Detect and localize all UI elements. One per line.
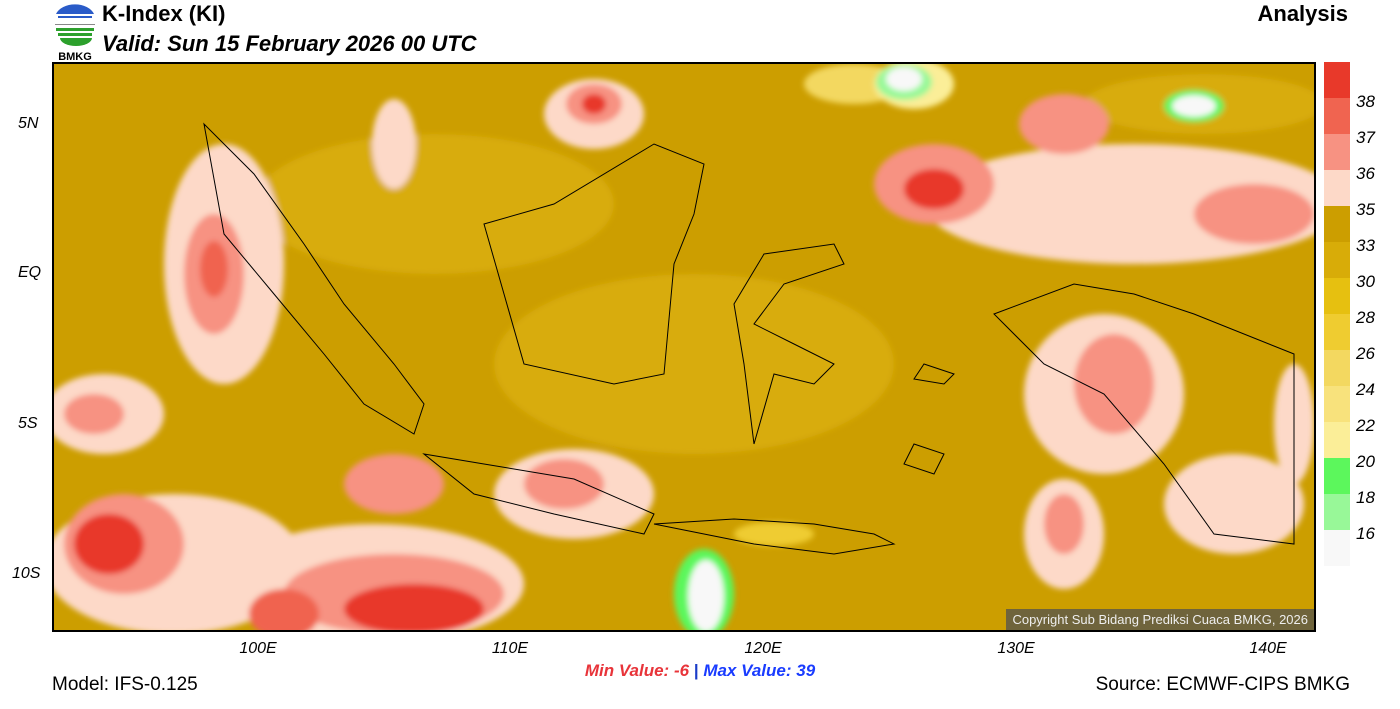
- k-index-map: [52, 62, 1316, 632]
- legend-swatch: [1324, 494, 1350, 530]
- lon-label: 100E: [239, 640, 277, 657]
- legend-level: 24: [1356, 380, 1375, 399]
- legend-level: 30: [1356, 272, 1375, 291]
- legend-swatch: [1324, 350, 1350, 386]
- lat-label: 5S: [18, 415, 38, 432]
- svg-text:BMKG: BMKG: [58, 51, 92, 62]
- legend-level: 33: [1356, 236, 1375, 255]
- legend-swatch: [1324, 386, 1350, 422]
- min-label: Min Value:: [584, 661, 670, 680]
- product-type: Analysis: [1257, 1, 1349, 26]
- legend-level: 37: [1356, 128, 1375, 147]
- max-value: 39: [796, 661, 816, 680]
- legend-swatch: [1324, 62, 1350, 98]
- source-info: Source: ECMWF-CIPS BMKG: [1095, 674, 1350, 695]
- legend-swatch: [1324, 134, 1350, 170]
- legend-swatch: [1324, 98, 1350, 134]
- lat-label: 5N: [18, 115, 39, 132]
- lat-label: 10S: [12, 565, 41, 582]
- legend-level: 35: [1356, 200, 1375, 219]
- model-info: Model: IFS-0.125: [52, 674, 198, 695]
- min-max-values: Min Value: -6 | Max Value: 39: [0, 661, 1400, 681]
- legend-level: 28: [1356, 308, 1375, 327]
- copyright: Copyright Sub Bidang Prediksi Cuaca BMKG…: [1006, 609, 1314, 630]
- color-legend: [1324, 62, 1350, 566]
- legend-level: 16: [1356, 524, 1375, 543]
- max-label: Max Value:: [703, 661, 792, 680]
- separator: |: [693, 661, 699, 680]
- min-value: -6: [673, 661, 690, 680]
- legend-swatch: [1324, 458, 1350, 494]
- chart-title: K-Index (KI): [102, 1, 226, 26]
- legend-swatch: [1324, 170, 1350, 206]
- lon-label: 120E: [744, 640, 782, 657]
- legend-level: 20: [1356, 452, 1375, 471]
- legend-level: 26: [1356, 344, 1375, 363]
- legend-swatch: [1324, 206, 1350, 242]
- legend-level: 22: [1356, 416, 1375, 435]
- legend-swatch: [1324, 242, 1350, 278]
- legend-swatch: [1324, 278, 1350, 314]
- bmkg-logo: BMKG: [50, 0, 100, 63]
- legend-swatch: [1324, 422, 1350, 458]
- lon-label: 140E: [1249, 640, 1287, 657]
- legend-level: 18: [1356, 488, 1375, 507]
- lon-label: 130E: [997, 640, 1035, 657]
- lat-label: EQ: [18, 264, 42, 281]
- legend-level: 36: [1356, 164, 1375, 183]
- valid-time: Valid: Sun 15 February 2026 00 UTC: [102, 31, 477, 56]
- legend-swatch: [1324, 530, 1350, 566]
- legend-swatch: [1324, 314, 1350, 350]
- lon-label: 110E: [491, 640, 529, 657]
- legend-level: 38: [1356, 92, 1375, 111]
